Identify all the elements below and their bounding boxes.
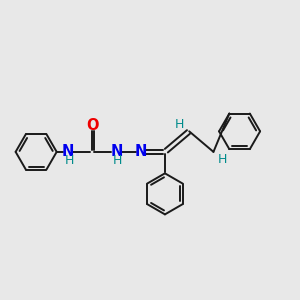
Text: H: H	[113, 154, 122, 167]
Text: N: N	[134, 144, 147, 159]
Text: O: O	[86, 118, 98, 133]
Text: N: N	[110, 144, 123, 159]
Text: H: H	[218, 153, 227, 166]
Text: N: N	[62, 144, 74, 159]
Text: H: H	[64, 154, 74, 167]
Text: H: H	[175, 118, 184, 131]
